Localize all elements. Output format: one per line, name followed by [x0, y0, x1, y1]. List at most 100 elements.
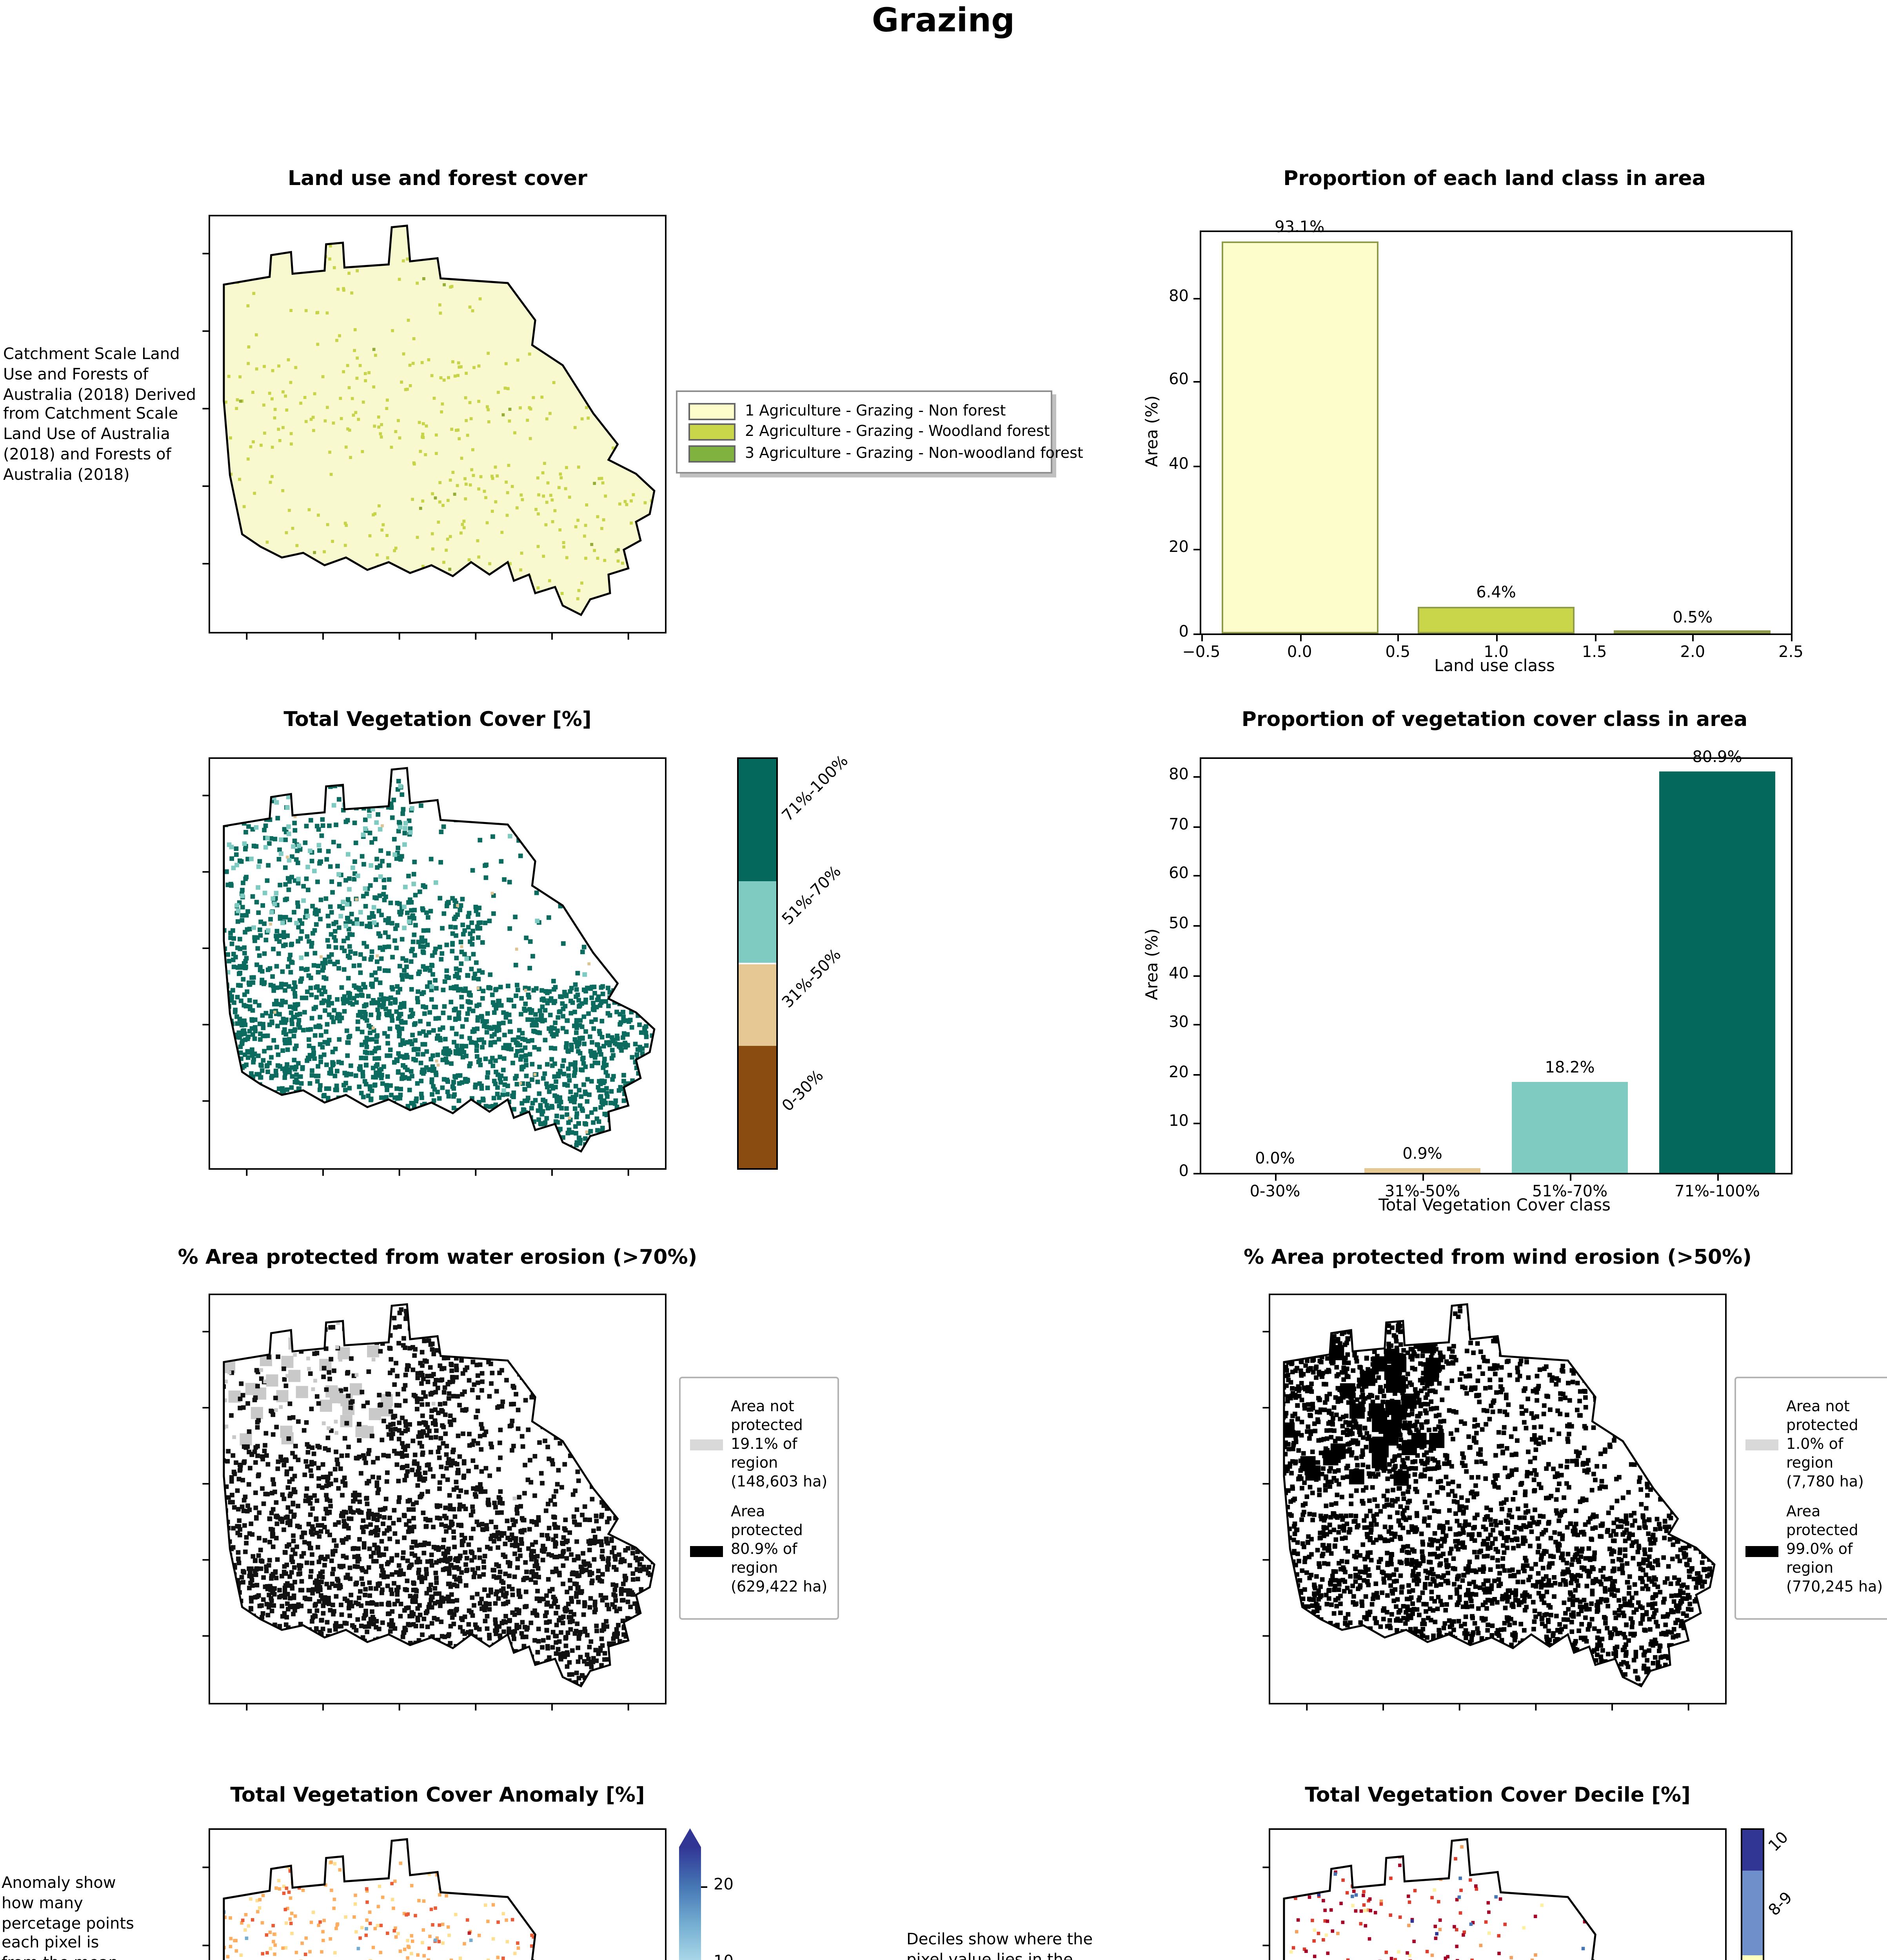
colorbar-segment	[1741, 1955, 1764, 1960]
colorbar-arrow-up	[679, 1828, 701, 1847]
legend-swatch	[688, 445, 736, 462]
colorbar-label: 71%-100%	[779, 753, 852, 826]
region-fill	[223, 1839, 536, 1960]
legend-label: 3 Agriculture - Grazing - Non-woodland f…	[745, 445, 1083, 462]
y-tick-label: 80	[1169, 767, 1189, 784]
legend-item: 1 Agriculture - Grazing - Non forest	[688, 402, 1040, 419]
region-outline	[1283, 1303, 1716, 1688]
bar-value-label: 0.9%	[1402, 1146, 1442, 1164]
region-fill	[1284, 1839, 1596, 1960]
x-tick	[1594, 633, 1596, 641]
region-outline	[223, 767, 656, 1153]
legend-swatch	[690, 1439, 723, 1451]
colorbar-segment	[1741, 1870, 1764, 1955]
colorbar-tick-label: 10	[714, 1953, 734, 1960]
legend-item: Area not protected 19.1% of region (148,…	[690, 1399, 828, 1492]
map-frame	[1269, 1294, 1727, 1704]
veg-class-chart-xlabel: Total Vegetation Cover class	[1378, 1196, 1611, 1215]
x-tick	[1398, 633, 1400, 641]
x-tick-label: 0.5	[1385, 644, 1411, 662]
anomaly-title: Total Vegetation Cover Anomaly [%]	[230, 1784, 645, 1808]
anomaly-caption: Anomaly show how many percetage points e…	[2, 1875, 134, 1960]
x-tick-label: 0.0	[1287, 644, 1312, 662]
wind-erosion-legend: Area not protected 1.0% of region (7,780…	[1734, 1377, 1887, 1619]
x-tick-label: 71%-100%	[1675, 1184, 1760, 1201]
veg-cover-colorbar: 71%-100% 51%-70% 31%-50% 0-30%	[737, 753, 910, 1170]
map-frame	[208, 215, 667, 633]
x-tick-label: 31%-50%	[1384, 1184, 1460, 1201]
colorbar-segment	[737, 1046, 778, 1170]
legend-item: 2 Agriculture - Grazing - Woodland fores…	[688, 423, 1050, 441]
legend-label: Area protected 80.9% of region (629,422 …	[731, 1504, 828, 1596]
y-tick	[1193, 776, 1201, 778]
legend-label: 2 Agriculture - Grazing - Woodland fores…	[745, 423, 1050, 441]
x-tick	[1496, 633, 1498, 641]
map-frame	[209, 1828, 667, 1960]
legend-swatch	[1745, 1545, 1778, 1557]
map-frame	[1269, 1828, 1727, 1960]
region-fill	[223, 225, 654, 615]
legend-item: Area protected 99.0% of region (770,245 …	[1745, 1504, 1883, 1598]
bar-value-label: 80.9%	[1692, 750, 1742, 767]
colorbar-label: 51%-70%	[779, 864, 845, 929]
x-tick	[1201, 633, 1203, 641]
x-tick	[1717, 1173, 1719, 1181]
y-tick-label: 60	[1169, 372, 1189, 389]
colorbar-label: 0-30%	[779, 1067, 828, 1115]
y-tick	[1193, 381, 1201, 383]
y-tick-label: 50	[1169, 915, 1189, 933]
colorbar-label: 10	[1766, 1830, 1793, 1857]
bar	[1614, 630, 1771, 633]
colorbar-gradient	[679, 1847, 701, 1960]
region-outline	[1283, 1838, 1596, 1960]
anomaly-map	[202, 1828, 667, 1960]
y-tick	[1193, 1024, 1201, 1026]
bar	[1221, 242, 1378, 633]
y-tick-label: 70	[1169, 816, 1189, 834]
x-tick	[1570, 1173, 1571, 1181]
y-tick	[1193, 297, 1201, 299]
decile-note: Deciles show where the pixel value lies …	[906, 1932, 1093, 1960]
legend-label: Area not protected 1.0% of region (7,780…	[1786, 1399, 1864, 1490]
legend-item: Area protected 80.9% of region (629,422 …	[690, 1504, 828, 1598]
bar-value-label: 0.5%	[1673, 609, 1713, 627]
legend-item: 3 Agriculture - Grazing - Non-woodland f…	[688, 445, 1083, 462]
region-outline	[223, 1838, 536, 1960]
x-tick-label: 1.5	[1582, 644, 1607, 662]
water-erosion-title: % Area protected from water erosion (>70…	[178, 1247, 697, 1270]
bar-value-label: 18.2%	[1545, 1060, 1595, 1078]
region-outline	[223, 1303, 656, 1688]
y-tick	[1193, 925, 1201, 927]
x-tick	[1693, 633, 1694, 641]
legend-swatch	[688, 423, 736, 441]
y-tick	[1193, 1123, 1201, 1125]
legend-swatch	[690, 1545, 723, 1557]
y-tick-label: 60	[1169, 866, 1189, 884]
bar-value-label: 93.1%	[1275, 220, 1325, 238]
colorbar-segment	[737, 964, 778, 1046]
colorbar-segment	[737, 881, 778, 964]
colorbar-tick	[701, 1886, 707, 1887]
legend-item: Area not protected 1.0% of region (7,780…	[1745, 1399, 1883, 1492]
water-erosion-legend: Area not protected 19.1% of region (148,…	[679, 1377, 839, 1619]
colorbar-segment	[1741, 1828, 1764, 1871]
water-erosion-map	[202, 1294, 667, 1711]
page-title: Grazing	[872, 2, 1015, 39]
y-tick-label: 80	[1169, 288, 1189, 305]
y-tick-label: 20	[1169, 540, 1189, 557]
legend-swatch	[688, 402, 736, 419]
region-outline	[223, 224, 656, 616]
colorbar-label: 31%-50%	[779, 946, 845, 1012]
bar	[1365, 1168, 1480, 1173]
land-use-legend: 1 Agriculture - Grazing - Non forest 2 Ag…	[676, 390, 1083, 474]
land-class-chart: 0 20 40 60 80 −0.5 0.0 0.5 1.0 1.5 2.0 2.5 93.1% 6.4%…	[1169, 220, 1803, 662]
veg-class-chart-ylabel: Area (%)	[1143, 928, 1162, 1000]
bar	[1660, 771, 1775, 1173]
colorbar-label: 8-9	[1766, 1889, 1796, 1920]
veg-cover-map-title: Total Vegetation Cover [%]	[283, 709, 592, 732]
y-tick	[1193, 465, 1201, 467]
land-class-chart-title: Proportion of each land class in area	[1283, 168, 1706, 191]
x-tick-label: 2.5	[1778, 644, 1803, 662]
